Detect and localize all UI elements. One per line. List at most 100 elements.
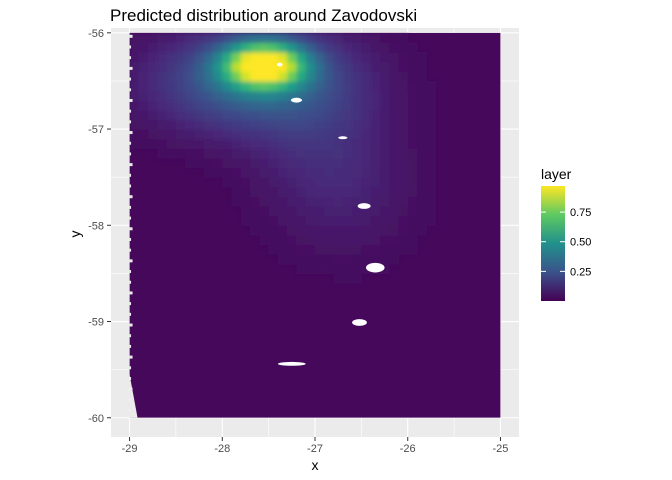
raster-cell: [222, 52, 233, 63]
raster-cell: [296, 52, 307, 63]
raster-cell: [333, 32, 344, 44]
raster-cell: [379, 148, 390, 159]
raster-cell: [222, 71, 233, 82]
raster-cell: [240, 138, 251, 149]
raster-cell: [259, 206, 270, 217]
raster-cell: [231, 148, 242, 159]
raster-cell: [268, 167, 279, 178]
raster-cell: [175, 32, 186, 44]
raster-cell: [129, 119, 140, 130]
raster-cell: [213, 129, 223, 140]
edge-notch: [129, 312, 132, 316]
raster-cell: [231, 138, 242, 149]
raster-cell: [185, 61, 196, 72]
raster-cell: [370, 119, 381, 130]
raster-cell: [333, 234, 344, 246]
raster-cell: [222, 61, 233, 72]
raster-cell: [138, 61, 149, 72]
raster-cell: [296, 61, 307, 72]
raster-cell: [277, 138, 288, 149]
raster-cell: [305, 148, 316, 159]
raster-cell: [370, 157, 381, 169]
raster-cell: [213, 80, 223, 92]
raster-cell: [157, 80, 168, 92]
edge-notch: [129, 109, 132, 113]
edge-notch: [129, 195, 133, 199]
raster-cell: [407, 109, 418, 121]
raster-cell: [352, 234, 362, 246]
raster-cell: [129, 42, 140, 53]
raster-cell: [231, 167, 242, 178]
raster-cell: [324, 100, 335, 111]
raster-cell: [203, 157, 214, 169]
raster-cell: [333, 90, 344, 101]
raster-cell: [259, 90, 270, 101]
raster-cell: [407, 225, 418, 236]
raster-cell: [352, 80, 362, 92]
raster-cell: [370, 206, 381, 217]
raster-cell: [342, 61, 353, 72]
edge-notch: [129, 344, 132, 348]
raster-cell: [287, 32, 298, 44]
raster-cell: [166, 80, 177, 92]
raster-cell: [398, 61, 409, 72]
raster-cell: [157, 100, 168, 111]
raster-cell: [370, 90, 381, 101]
raster-cell: [417, 177, 427, 188]
raster-cell: [287, 119, 298, 130]
raster-cell: [240, 109, 251, 121]
raster-cell: [315, 148, 325, 159]
raster-cell: [333, 167, 344, 178]
raster-cell: [315, 119, 325, 130]
raster-cell: [407, 129, 418, 140]
raster-cell: [231, 129, 242, 140]
edge-notch: [129, 141, 132, 145]
edge-notch: [129, 216, 132, 220]
raster-cell: [417, 71, 427, 82]
raster-cell: [203, 148, 214, 159]
raster-cell: [370, 109, 381, 121]
raster-cell: [129, 129, 140, 140]
raster-cell: [277, 148, 288, 159]
raster-cell: [389, 215, 400, 226]
raster-cell: [426, 206, 437, 217]
raster-cell: [370, 138, 381, 149]
raster-cell: [333, 244, 344, 255]
edge-notch: [129, 323, 133, 327]
raster-cell: [157, 71, 168, 82]
raster-cell: [250, 206, 260, 217]
raster-cell: [426, 80, 437, 92]
raster-cell: [407, 61, 418, 72]
raster-cell: [166, 138, 177, 149]
raster-cell: [361, 234, 372, 246]
y-axis-ticks: -60 -59 -58 -57 -56: [88, 28, 111, 425]
raster-cell: [342, 100, 353, 111]
raster-cell: [379, 206, 390, 217]
raster-cell: [166, 71, 177, 82]
raster-cell: [417, 138, 427, 149]
raster-cell: [389, 177, 400, 188]
raster-cell: [268, 138, 279, 149]
raster-cell: [370, 234, 381, 246]
raster-cell: [213, 71, 223, 82]
raster-cell: [315, 71, 325, 82]
raster-cell: [324, 42, 335, 53]
raster-cell: [268, 206, 279, 217]
raster-cell: [398, 234, 409, 246]
raster-cell: [213, 100, 223, 111]
raster-cell: [175, 138, 186, 149]
raster-cell: [259, 32, 270, 44]
raster-cell: [342, 254, 353, 265]
raster-cell: [129, 100, 140, 111]
raster-cell: [352, 206, 362, 217]
edge-notch: [129, 248, 132, 252]
raster-cell: [213, 157, 223, 169]
edge-notch: [129, 45, 132, 49]
raster-cell: [398, 186, 409, 198]
edge-notch: [129, 131, 133, 135]
raster-cell: [268, 52, 279, 63]
raster-cell: [417, 129, 427, 140]
raster-cell: [342, 80, 353, 92]
raster-cell: [333, 138, 344, 149]
raster-cell: [305, 138, 316, 149]
